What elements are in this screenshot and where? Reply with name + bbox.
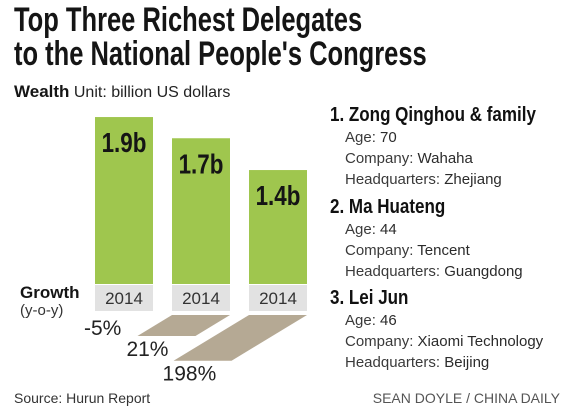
growth-value-label: -5% bbox=[84, 317, 121, 340]
credit-line: SEAN DOYLE / CHINA DAILY bbox=[372, 390, 560, 406]
source-note: Source: Hurun Report bbox=[14, 390, 151, 406]
wealth-header: Wealth Unit: billion US dollars bbox=[14, 82, 230, 103]
detail-label: Headquarters: bbox=[345, 354, 441, 371]
delegate-entry: 3. Lei Jun Age: 46 Company: Xiaomi Techn… bbox=[330, 287, 566, 373]
detail-value: 46 bbox=[380, 312, 397, 329]
growth-value-label: 21% bbox=[126, 338, 168, 361]
year-box bbox=[249, 285, 307, 311]
delegate-age: Age: 70 bbox=[345, 127, 566, 148]
detail-value: Xiaomi Technology bbox=[417, 333, 544, 350]
delegate-heading: 2. Ma Huateng bbox=[330, 196, 531, 219]
wealth-series-label: Wealth bbox=[14, 82, 70, 101]
delegate-rank: 2. bbox=[330, 196, 345, 218]
wealth-value-label: 1.4b bbox=[256, 181, 301, 212]
detail-value: Wahaha bbox=[417, 150, 473, 167]
detail-value: Zhejiang bbox=[444, 171, 502, 188]
growth-series-note: (y-o-y) bbox=[20, 302, 64, 319]
delegate-heading: 3. Lei Jun bbox=[330, 287, 531, 310]
delegate-headquarters: Headquarters: Zhejiang bbox=[345, 169, 566, 190]
growth-ribbon bbox=[173, 315, 307, 361]
delegate-name: Zong Qinghou & family bbox=[348, 104, 536, 126]
growth-ribbon bbox=[137, 315, 230, 336]
delegate-name: Ma Huateng bbox=[348, 196, 446, 218]
delegate-company: Company: Wahaha bbox=[345, 148, 566, 169]
detail-value: 44 bbox=[380, 221, 397, 238]
wealth-bar bbox=[95, 117, 153, 284]
detail-value: Beijing bbox=[444, 354, 490, 371]
delegate-rank: 3. bbox=[330, 287, 345, 309]
delegate-company: Company: Tencent bbox=[345, 240, 566, 261]
delegate-company: Company: Xiaomi Technology bbox=[345, 331, 566, 352]
chart-title: Top Three Richest Delegates to the Natio… bbox=[14, 1, 427, 73]
detail-label: Age: bbox=[345, 129, 376, 146]
wealth-bar bbox=[249, 170, 307, 284]
delegate-name: Lei Jun bbox=[348, 287, 409, 309]
wealth-bar bbox=[172, 138, 230, 284]
year-box bbox=[172, 285, 230, 311]
detail-label: Company: bbox=[345, 333, 414, 350]
detail-value: Guangdong bbox=[444, 263, 523, 280]
detail-label: Company: bbox=[345, 242, 414, 259]
growth-value-label: 198% bbox=[163, 363, 217, 386]
delegate-entry: 2. Ma Huateng Age: 44 Company: Tencent H… bbox=[330, 196, 566, 282]
year-box bbox=[95, 285, 153, 311]
delegate-heading: 1. Zong Qinghou & family bbox=[330, 104, 536, 127]
detail-label: Headquarters: bbox=[345, 171, 441, 188]
detail-value: 70 bbox=[380, 129, 397, 146]
year-label: 2014 bbox=[259, 289, 297, 308]
delegate-entry: 1. Zong Qinghou & family Age: 70 Company… bbox=[330, 104, 566, 190]
growth-series-label: Growth bbox=[20, 283, 80, 302]
wealth-value-label: 1.7b bbox=[179, 149, 224, 180]
detail-label: Company: bbox=[345, 150, 414, 167]
year-label: 2014 bbox=[182, 289, 220, 308]
detail-label: Age: bbox=[345, 312, 376, 329]
delegate-rank: 1. bbox=[330, 104, 345, 126]
year-label: 2014 bbox=[105, 289, 143, 308]
delegate-age: Age: 44 bbox=[345, 219, 566, 240]
detail-value: Tencent bbox=[417, 242, 470, 259]
detail-label: Headquarters: bbox=[345, 263, 441, 280]
delegate-headquarters: Headquarters: Guangdong bbox=[345, 261, 566, 282]
detail-label: Age: bbox=[345, 221, 376, 238]
delegate-headquarters: Headquarters: Beijing bbox=[345, 352, 566, 373]
unit-note: Unit: billion US dollars bbox=[73, 84, 231, 101]
delegate-age: Age: 46 bbox=[345, 310, 566, 331]
wealth-value-label: 1.9b bbox=[102, 128, 147, 159]
